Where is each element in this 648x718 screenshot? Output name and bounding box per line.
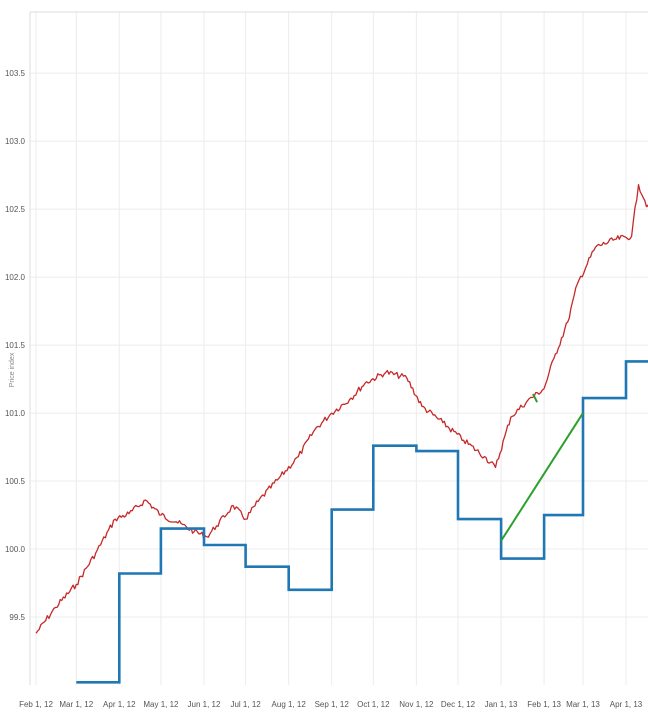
series-lines	[35, 184, 648, 684]
x-tick-label: Feb 1, 12	[19, 700, 53, 709]
x-tick-label: Nov 1, 12	[399, 700, 434, 709]
y-tick-label: 103.0	[5, 137, 26, 146]
x-tick-label: May 1, 12	[143, 700, 179, 709]
x-tick-label: Apr 1, 12	[103, 700, 136, 709]
series-red-line	[35, 184, 648, 634]
x-tick-label: Oct 1, 12	[357, 700, 390, 709]
y-tick-label: 102.0	[5, 273, 26, 282]
y-tick-label: 101.0	[5, 409, 26, 418]
y-tick-label: 103.5	[5, 69, 26, 78]
x-tick-label: Aug 1, 12	[272, 700, 307, 709]
y-axis-label: Price index	[9, 352, 16, 387]
series-green-line	[500, 412, 584, 542]
x-tick-label: Mar 1, 13	[566, 700, 600, 709]
y-tick-label: 100.5	[5, 477, 26, 486]
series-green-short-line	[532, 393, 539, 403]
y-tick-label: 99.5	[9, 613, 25, 622]
x-tick-label: Jun 1, 12	[188, 700, 221, 709]
y-tick-label: 100.0	[5, 545, 26, 554]
x-tick-label: Jan 1, 13	[485, 700, 518, 709]
x-tick-label: Dec 1, 12	[441, 700, 476, 709]
x-tick-label: Feb 1, 13	[527, 700, 561, 709]
gridlines	[30, 12, 648, 685]
y-tick-labels: 99.5 100.0 100.5 101.0 101.5 102.0 102.5 103.0 1…	[5, 69, 26, 622]
y-tick-label: 102.5	[5, 205, 26, 214]
x-tick-label: Apr 1, 13	[610, 700, 643, 709]
x-tick-labels: Feb 1, 12 Mar 1, 12 Apr 1, 12 May 1, 12 Jun …	[19, 700, 643, 709]
x-tick-label: Jul 1, 12	[230, 700, 261, 709]
x-tick-label: Mar 1, 12	[59, 700, 93, 709]
y-tick-label: 101.5	[5, 341, 26, 350]
x-tick-label: Sep 1, 12	[315, 700, 350, 709]
series-blue-step-line	[76, 360, 648, 684]
